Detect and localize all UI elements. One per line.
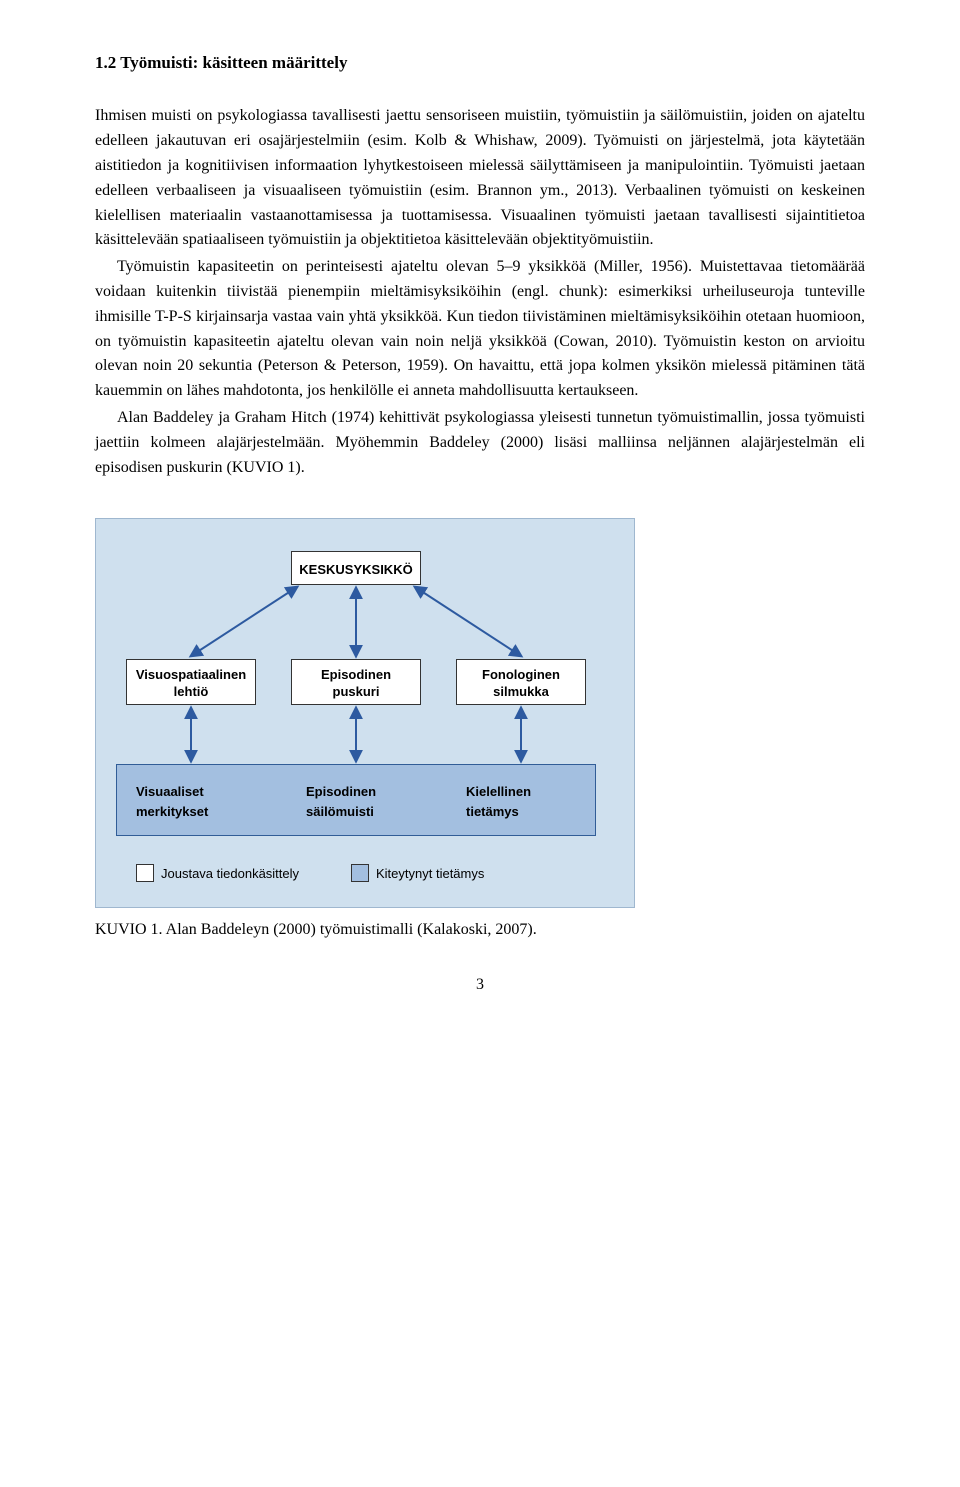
page-number: 3 (95, 973, 865, 998)
figure-canvas: KESKUSYKSIKKÖ Visuospatiaalinenlehtiö Ep… (95, 518, 635, 908)
legend-label: Kiteytynyt tietämys (376, 864, 484, 884)
body-paragraph: Alan Baddeley ja Graham Hitch (1974) keh… (95, 406, 865, 480)
row1-box: Episodinenpuskuri (291, 659, 421, 705)
body-paragraph: Ihmisen muisti on psykologiassa tavallis… (95, 104, 865, 253)
legend-swatch (351, 864, 369, 882)
hub-box: KESKUSYKSIKKÖ (291, 551, 421, 585)
section-heading: 1.2 Työmuisti: käsitteen määrittely (95, 50, 865, 76)
figure-1: KESKUSYKSIKKÖ Visuospatiaalinenlehtiö Ep… (95, 518, 635, 943)
legend-label: Joustava tiedonkäsittely (161, 864, 299, 884)
figure-caption: KUVIO 1. Alan Baddeleyn (2000) työmuisti… (95, 918, 635, 943)
row1-box: Fonologinensilmukka (456, 659, 586, 705)
row2-label: Visuaalisetmerkitykset (136, 776, 208, 822)
row2-label: Episodinensäilömuisti (306, 776, 376, 822)
row2-label: Kielellinentietämys (466, 776, 531, 822)
body-paragraph: Työmuistin kapasiteetin on perinteisesti… (95, 255, 865, 404)
row1-box: Visuospatiaalinenlehtiö (126, 659, 256, 705)
legend-swatch (136, 864, 154, 882)
